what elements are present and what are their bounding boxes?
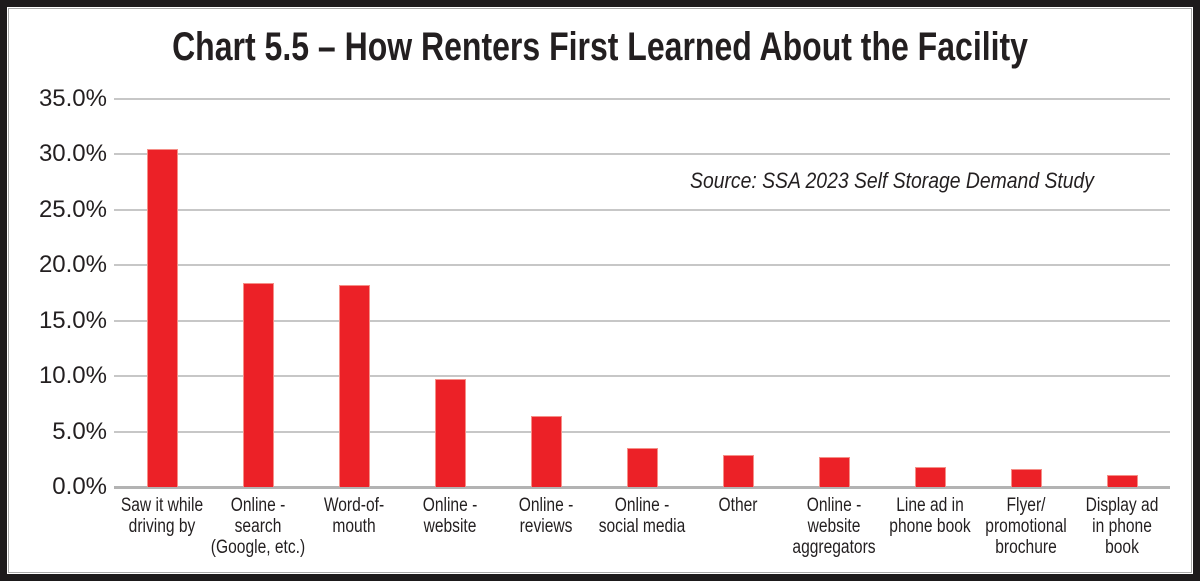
x-axis-label-line: social media — [598, 516, 686, 537]
x-axis-label-line: Online - — [518, 495, 574, 516]
x-axis-label-line: search — [234, 516, 282, 537]
y-axis-tick-label: 10.0% — [38, 362, 107, 390]
bar-1 — [146, 148, 178, 487]
x-axis-category-label: Online - search (Google, etc.) — [211, 495, 305, 558]
y-axis-tick-label: 20.0% — [38, 251, 107, 279]
bar-3 — [338, 285, 370, 487]
x-axis-label-line: Other — [718, 495, 758, 516]
x-axis-line — [114, 486, 1170, 489]
x-axis-label-line: Online - — [806, 495, 862, 516]
x-axis-label-line: Online - — [422, 495, 478, 516]
y-axis-tick-label: 30.0% — [38, 140, 107, 168]
y-axis-tick-label: 25.0% — [38, 195, 107, 223]
x-axis-category-label: Online - website — [423, 495, 478, 537]
x-axis-label-line: Flyer/ — [1006, 495, 1046, 516]
x-axis-category-label: Word-of-mouth — [324, 495, 384, 537]
bar-2 — [242, 283, 274, 487]
x-axis-label-line: (Google, etc.) — [210, 537, 306, 558]
x-axis-category-label: Other — [719, 495, 758, 516]
y-axis-tick-label: 0.0% — [52, 473, 107, 500]
bar-4 — [434, 379, 466, 487]
x-axis-label-line: aggregators — [792, 537, 876, 558]
gridline — [114, 319, 1170, 322]
x-axis-label-line: mouth — [332, 516, 376, 537]
source-annotation: Source: SSA 2023 Self Storage Demand Stu… — [690, 168, 1094, 193]
bar-5 — [530, 416, 562, 487]
x-axis-category-label: Display ad in phone book — [1086, 495, 1159, 558]
x-axis-category-label: Online - website aggregators — [792, 495, 875, 558]
gridline — [114, 208, 1170, 211]
bar-7 — [722, 454, 754, 487]
x-axis-label-line: website — [807, 516, 861, 537]
x-axis-label-line: driving by — [128, 516, 196, 537]
x-axis-label-line: Online - — [230, 495, 286, 516]
x-axis-label-line: promotional — [985, 516, 1067, 537]
x-axis-category-label: Saw it while driving by — [121, 495, 203, 537]
x-axis-label-line: Line ad in — [896, 495, 964, 516]
gridline — [114, 430, 1170, 433]
x-axis-category-label: Line ad in phone book — [889, 495, 970, 537]
y-axis-tick-label: 15.0% — [38, 306, 107, 334]
x-axis-label-line: website — [423, 516, 477, 537]
x-axis-label-line: in phone — [1092, 516, 1152, 537]
x-axis-label-line: book — [1105, 537, 1139, 558]
x-axis-label-line: Online - — [614, 495, 670, 516]
x-axis-label-line: reviews — [519, 516, 573, 537]
bar-10 — [1010, 469, 1042, 487]
x-axis-category-label: Flyer/promotional brochure — [985, 495, 1066, 558]
x-axis-label-line: brochure — [995, 537, 1057, 558]
bar-9 — [914, 467, 946, 487]
x-axis-label-line: Display ad — [1085, 495, 1159, 516]
x-axis-label-line: phone book — [889, 516, 971, 537]
bar-8 — [818, 457, 850, 487]
x-axis-category-label: Online - social media — [599, 495, 686, 537]
gridline — [114, 98, 1170, 100]
y-axis-tick-label: 35.0% — [38, 85, 107, 112]
y-axis-tick-label: 5.0% — [52, 417, 107, 445]
plot-area — [114, 98, 1170, 489]
chart-title: Chart 5.5 – How Renters First Learned Ab… — [172, 25, 1028, 69]
bar-6 — [626, 448, 658, 487]
gridline — [114, 153, 1170, 156]
x-axis-category-label: Online - reviews — [519, 495, 574, 537]
bar-11 — [1106, 474, 1138, 487]
gridline — [114, 264, 1170, 267]
gridline — [114, 375, 1170, 378]
x-axis-label-line: Word-of- — [323, 495, 385, 516]
x-axis-label-line: Saw it while — [120, 495, 204, 516]
